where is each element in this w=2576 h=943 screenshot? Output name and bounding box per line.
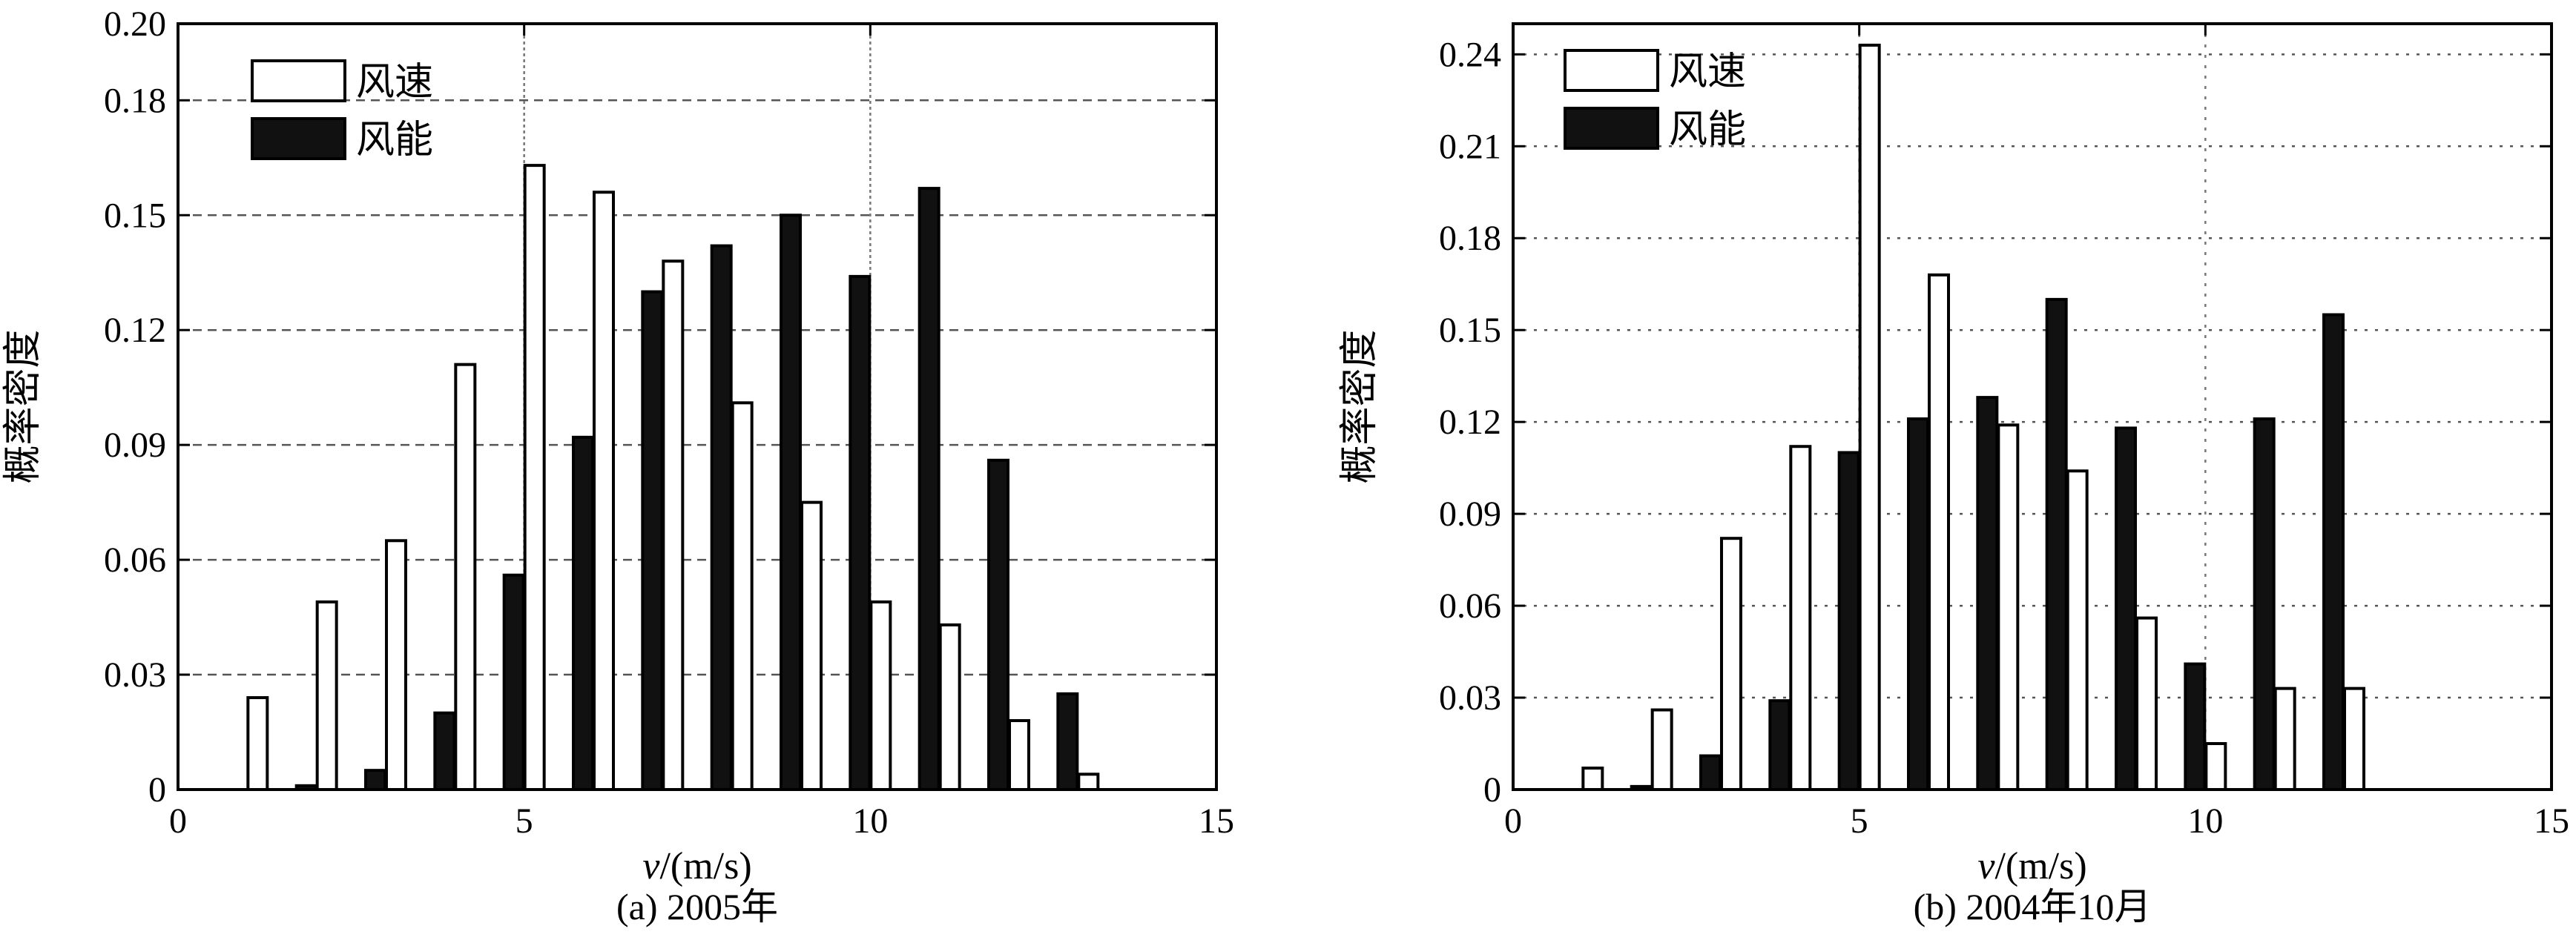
legend-label: 风速 xyxy=(356,62,433,104)
ytick-label: 0 xyxy=(1483,770,1501,810)
xtick-label: 10 xyxy=(2187,801,2223,841)
bar-wind-energy xyxy=(1056,692,1079,791)
x-axis-variable: v xyxy=(642,845,660,887)
bar-wind-speed xyxy=(315,600,338,791)
legend-label: 风能 xyxy=(1669,109,1746,151)
ytick-label: 0.03 xyxy=(1439,678,1501,718)
ytick-label: 0.20 xyxy=(104,4,166,44)
xtick-label: 5 xyxy=(515,801,533,841)
bar-wind-energy xyxy=(710,244,733,791)
xtick-label: 0 xyxy=(1504,801,1522,841)
bar-wind-energy xyxy=(1699,754,1722,791)
legend-swatch-wind-speed xyxy=(1564,49,1659,92)
xtick-label: 10 xyxy=(852,801,888,841)
bar-wind-speed xyxy=(869,600,892,791)
ytick-label: 0.06 xyxy=(104,540,166,580)
bar-wind-energy xyxy=(2184,662,2207,792)
bar-wind-energy xyxy=(2045,297,2068,791)
x-axis-unit: /(m/s) xyxy=(1994,845,2086,887)
ytick-label: 0.18 xyxy=(1439,219,1501,258)
bar-wind-energy xyxy=(849,274,872,791)
bar-wind-energy xyxy=(918,187,941,792)
bar-wind-speed xyxy=(593,191,615,791)
y-axis-label: 概率密度 xyxy=(2,329,45,483)
bar-wind-energy xyxy=(780,214,802,791)
xtick-label: 5 xyxy=(1851,801,1868,841)
bar-wind-energy xyxy=(1976,396,1999,791)
bar-wind-speed xyxy=(1928,273,1950,792)
bar-wind-speed xyxy=(2204,742,2227,792)
bar-wind-speed xyxy=(1858,43,1881,791)
legend-swatch-wind-energy xyxy=(1564,107,1659,150)
bar-wind-speed xyxy=(1650,708,1673,791)
bar-wind-energy xyxy=(2253,417,2276,791)
bar-wind-speed xyxy=(1789,445,1812,791)
bar-wind-speed xyxy=(523,164,546,792)
bar-wind-speed xyxy=(938,623,961,792)
chart-a: 0 0.03 0.06 0.09 0.12 0.15 0.18 0.20 0 5 10 15 v/(m/… xyxy=(2,4,1234,927)
bar-wind-energy xyxy=(1768,699,1791,791)
ytick-label: 0.21 xyxy=(1439,127,1501,166)
axes-frame xyxy=(1512,22,2553,791)
ytick-label: 0.09 xyxy=(104,426,166,465)
bar-wind-speed xyxy=(1008,719,1030,792)
ytick-label: 0.15 xyxy=(1439,311,1501,350)
bar-wind-speed xyxy=(1077,772,1100,791)
legend-label: 风速 xyxy=(1669,51,1746,93)
legend-swatch-wind-energy xyxy=(251,117,346,160)
ytick-label: 0.09 xyxy=(1439,494,1501,534)
bar-wind-energy xyxy=(2322,313,2345,792)
bar-wind-energy xyxy=(987,458,1009,791)
bar-wind-speed xyxy=(454,363,477,791)
bar-wind-speed xyxy=(1720,537,1742,792)
x-axis-label: v/(m/s) xyxy=(642,845,751,887)
bar-wind-energy xyxy=(1907,417,1929,791)
ytick-label: 0.12 xyxy=(1439,403,1501,442)
bar-wind-speed xyxy=(385,539,407,792)
x-axis-label: v/(m/s) xyxy=(1977,845,2086,887)
y-axis-label: 概率密度 xyxy=(1339,329,1381,483)
bar-wind-energy xyxy=(1837,451,1860,791)
xtick-label: 15 xyxy=(2534,801,2569,841)
legend-label: 风能 xyxy=(356,119,433,162)
x-axis-variable: v xyxy=(1977,845,1995,887)
bar-wind-energy xyxy=(502,573,525,791)
chart-b: 0 0.03 0.06 0.09 0.12 0.15 0.18 0.21 0.24 0 5 10 15 v… xyxy=(1339,22,2569,927)
bar-wind-energy xyxy=(641,290,664,791)
bar-wind-energy xyxy=(364,769,386,792)
ytick-label: 0.06 xyxy=(1439,586,1501,626)
ytick-label: 0.15 xyxy=(104,196,166,235)
ytick-label: 0.18 xyxy=(104,81,166,120)
xtick-label: 0 xyxy=(169,801,187,841)
axes-frame xyxy=(177,22,1218,791)
bar-wind-speed xyxy=(2066,469,2089,791)
chart-caption: (b) 2004年10月 xyxy=(1914,886,2152,927)
bar-wind-speed xyxy=(2135,616,2158,791)
ytick-label: 0.12 xyxy=(104,311,166,350)
bar-wind-speed xyxy=(2343,686,2365,791)
ytick-label: 0.24 xyxy=(1439,35,1501,74)
bar-wind-speed xyxy=(800,500,823,791)
bar-wind-speed xyxy=(662,259,685,792)
xtick-label: 15 xyxy=(1199,801,1234,841)
chart-caption: (a) 2005年 xyxy=(616,886,778,927)
ytick-label: 0.03 xyxy=(104,655,166,695)
bar-wind-energy xyxy=(2115,426,2137,791)
bar-wind-speed xyxy=(1997,423,2020,791)
ytick-label: 0 xyxy=(148,770,166,810)
x-axis-unit: /(m/s) xyxy=(659,845,751,887)
bar-wind-speed xyxy=(246,696,269,791)
bar-wind-speed xyxy=(731,401,754,791)
bar-wind-speed xyxy=(1581,767,1604,792)
legend-swatch-wind-speed xyxy=(251,59,346,102)
bar-wind-energy xyxy=(572,435,594,791)
bar-wind-energy xyxy=(433,711,456,792)
bar-wind-speed xyxy=(2273,686,2296,791)
